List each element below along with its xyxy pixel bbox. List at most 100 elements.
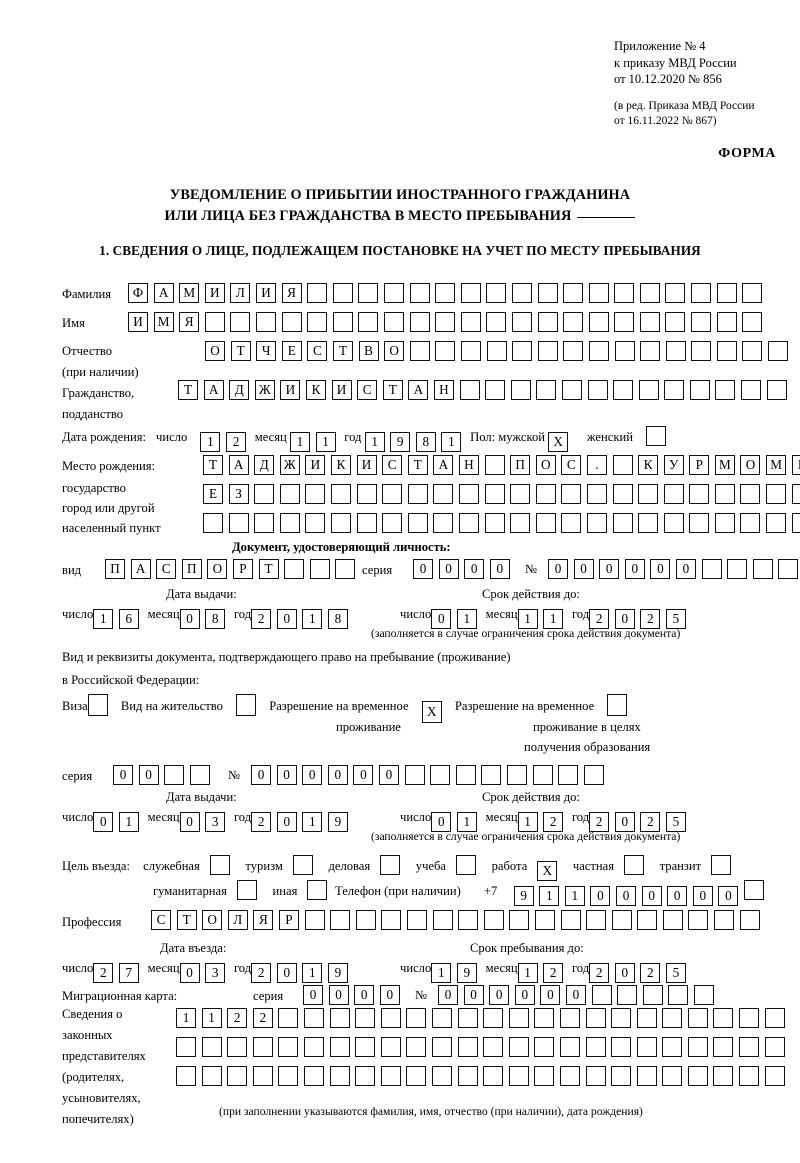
stay-number-cell-12[interactable] — [532, 765, 553, 785]
entry-purpose-checkbox-6[interactable] — [624, 855, 645, 875]
birth-place-r3-cell-3[interactable] — [254, 513, 275, 533]
birth-place-r2-cell-8[interactable] — [382, 484, 403, 504]
migration-series-cell-1[interactable]: 0 — [303, 985, 323, 1005]
profession-cell-11[interactable] — [406, 910, 427, 930]
profession-cell-12[interactable] — [432, 910, 453, 930]
birth-day-d2[interactable]: 2 — [226, 432, 246, 452]
citizenship-cell-14[interactable] — [510, 380, 531, 400]
surname-cell-17[interactable] — [537, 283, 558, 303]
legal-reps-r3-cell-11[interactable] — [431, 1066, 452, 1086]
id-valid-year-d3[interactable]: 2 — [640, 609, 661, 629]
stay-issue-month-d1[interactable]: 0 — [179, 812, 200, 832]
citizenship-cell-24[interactable] — [766, 380, 787, 400]
legal-reps-r2-cell-15[interactable] — [534, 1037, 555, 1057]
id-number-cell-10[interactable] — [778, 559, 799, 579]
residence-permit-checkbox[interactable] — [236, 694, 257, 716]
patronymic-cell-3[interactable]: Ч — [256, 341, 277, 361]
surname-cell-20[interactable] — [614, 283, 635, 303]
stay-year-d4[interactable]: 5 — [665, 963, 686, 983]
name-cell-5[interactable] — [230, 312, 251, 332]
stay-valid-month-d2[interactable]: 2 — [543, 812, 564, 832]
id-series-cell-3[interactable]: 0 — [464, 559, 485, 579]
stay-number-cell-1[interactable]: 0 — [251, 765, 271, 785]
patronymic-cell-8[interactable]: О — [384, 341, 405, 361]
surname-cell-13[interactable] — [435, 283, 456, 303]
entry-year-d1[interactable]: 2 — [251, 963, 272, 983]
name-cell-24[interactable] — [716, 312, 737, 332]
id-number-cell-9[interactable] — [752, 559, 773, 579]
citizenship-cell-12[interactable] — [459, 380, 480, 400]
id-valid-day-d1[interactable]: 0 — [431, 609, 452, 629]
birth-place-r2-cell-22[interactable] — [740, 484, 761, 504]
entry-year-d4[interactable]: 9 — [327, 963, 348, 983]
patronymic-cell-12[interactable] — [486, 341, 507, 361]
phone-cell-5[interactable]: 0 — [616, 886, 637, 906]
migration-number-cell-9[interactable] — [642, 985, 663, 1005]
profession-cell-6[interactable]: Р — [278, 910, 299, 930]
surname-cell-7[interactable]: Я — [281, 283, 302, 303]
name-cell-14[interactable] — [460, 312, 481, 332]
birth-place-row-3[interactable] — [203, 513, 800, 533]
id-issue-month-d1[interactable]: 0 — [179, 609, 200, 629]
sex-male-checkbox[interactable]: X — [548, 432, 569, 452]
profession-cell-15[interactable] — [509, 910, 530, 930]
legal-reps-r3-cell-18[interactable] — [611, 1066, 632, 1086]
legal-reps-r3-cell-15[interactable] — [534, 1066, 555, 1086]
profession-cell-8[interactable] — [330, 910, 351, 930]
stay-day-d2[interactable]: 9 — [456, 963, 477, 983]
stay-series-cell-1[interactable]: 0 — [113, 765, 133, 785]
id-type-cell-2[interactable]: А — [130, 559, 151, 579]
legal-reps-r2-cell-13[interactable] — [483, 1037, 504, 1057]
birth-place-r3-cell-24[interactable] — [791, 513, 800, 533]
name-cell-25[interactable] — [742, 312, 763, 332]
phone-cell-4[interactable]: 0 — [590, 886, 611, 906]
birth-place-r2-cell-4[interactable] — [279, 484, 300, 504]
patronymic-cell-1[interactable]: О — [205, 341, 225, 361]
legal-reps-r2-cell-9[interactable] — [380, 1037, 401, 1057]
surname-cell-6[interactable]: И — [255, 283, 276, 303]
citizenship-cell-20[interactable] — [664, 380, 685, 400]
legal-reps-r1-cell-6[interactable] — [303, 1008, 324, 1028]
legal-reps-r3-cell-12[interactable] — [457, 1066, 478, 1086]
legal-reps-r2-cell-22[interactable] — [713, 1037, 734, 1057]
legal-reps-r3-cell-3[interactable] — [227, 1066, 248, 1086]
patronymic-cell-21[interactable] — [716, 341, 737, 361]
legal-reps-r2-cell-8[interactable] — [355, 1037, 376, 1057]
birth-place-r2-cell-20[interactable] — [689, 484, 710, 504]
profession-cell-20[interactable] — [637, 910, 658, 930]
legal-reps-r2-cell-16[interactable] — [559, 1037, 580, 1057]
profession-cell-17[interactable] — [560, 910, 581, 930]
birth-place-r3-cell-23[interactable] — [766, 513, 787, 533]
birth-place-r1-cell-23[interactable]: М — [766, 455, 787, 475]
birth-place-r1-cell-7[interactable]: И — [356, 455, 377, 475]
citizenship-cell-3[interactable]: Д — [229, 380, 250, 400]
surname-cell-4[interactable]: И — [204, 283, 225, 303]
birth-place-r2-cell-6[interactable] — [330, 484, 351, 504]
legal-reps-r1-cell-24[interactable] — [764, 1008, 785, 1028]
legal-reps-r3-cell-13[interactable] — [483, 1066, 504, 1086]
id-valid-day-d2[interactable]: 1 — [456, 609, 477, 629]
legal-reps-r1-cell-4[interactable]: 2 — [252, 1008, 273, 1028]
entry-purpose-checkbox-7[interactable] — [711, 855, 732, 875]
birth-place-r3-cell-13[interactable] — [510, 513, 531, 533]
surname-cell-21[interactable] — [639, 283, 660, 303]
stay-issue-year-d1[interactable]: 2 — [251, 812, 272, 832]
legal-reps-r2-cell-17[interactable] — [585, 1037, 606, 1057]
legal-reps-r1-cell-14[interactable] — [508, 1008, 529, 1028]
stay-number-cell-6[interactable]: 0 — [378, 765, 399, 785]
legal-reps-r2-cell-5[interactable] — [278, 1037, 299, 1057]
legal-reps-r2-cell-12[interactable] — [457, 1037, 478, 1057]
birth-place-r3-cell-4[interactable] — [279, 513, 300, 533]
patronymic-cell-17[interactable] — [614, 341, 635, 361]
id-type-cell-6[interactable]: Р — [232, 559, 253, 579]
id-series-cell-1[interactable]: 0 — [413, 559, 433, 579]
citizenship-cell-19[interactable] — [638, 380, 659, 400]
birth-place-r2-cell-13[interactable] — [510, 484, 531, 504]
id-issue-year-d2[interactable]: 0 — [276, 609, 297, 629]
profession-cell-5[interactable]: Я — [253, 910, 274, 930]
stay-issue-year-d3[interactable]: 1 — [302, 812, 323, 832]
